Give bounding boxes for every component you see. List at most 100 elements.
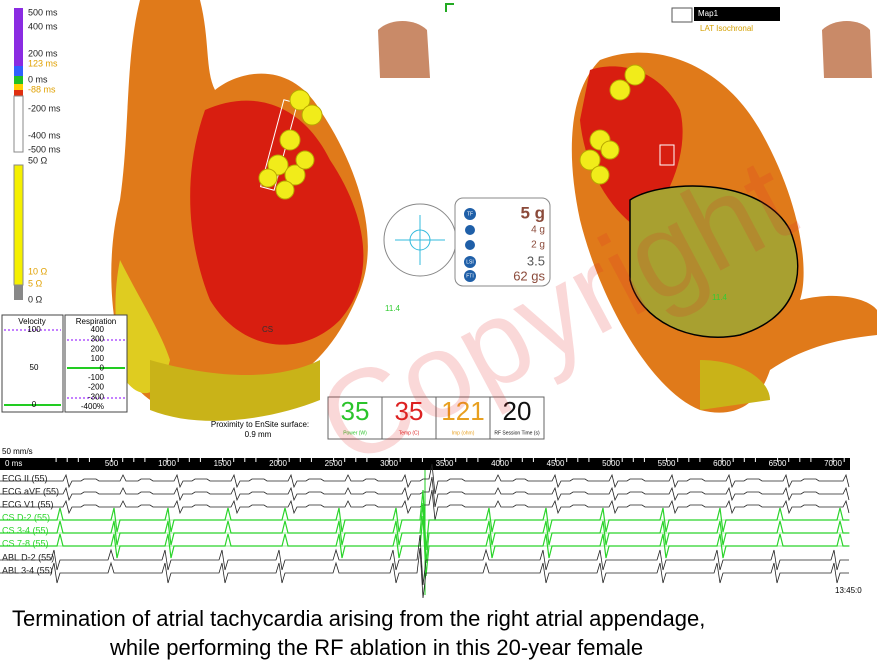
channel-label: ECG V1 (55)	[2, 499, 54, 509]
contact-value: 62 gs	[513, 268, 545, 283]
time-tick-label: 3000	[380, 459, 398, 468]
contact-icon	[465, 225, 475, 235]
right-heart-base	[700, 360, 770, 410]
time-tick-label: 5500	[658, 459, 676, 468]
map-icon[interactable]	[671, 7, 693, 23]
channel-label: CS 3-4 (55)	[2, 525, 49, 535]
contact-icon	[465, 240, 475, 250]
rf-label: Imp (ohm)	[452, 430, 475, 436]
contact-value: 2 g	[531, 240, 545, 251]
lat-bar	[14, 84, 23, 90]
trace	[0, 476, 850, 508]
speed-label: 50 mm/s	[2, 447, 33, 456]
lat-label: 400 ms	[28, 21, 58, 31]
respiration-tick: -200	[88, 383, 105, 392]
respiration-tick: 400	[91, 325, 105, 334]
rf-label: Temp (C)	[399, 430, 420, 436]
rf-value: 20	[503, 396, 532, 426]
contact-value: 4 g	[531, 225, 545, 236]
velocity-tick: 50	[30, 363, 39, 372]
channel-label: ABL 3-4 (55)	[2, 565, 53, 575]
respiration-tick: 300	[91, 335, 105, 344]
channel-label: ECG aVF (55)	[2, 486, 59, 496]
rf-value: 35	[341, 396, 370, 426]
ablation-lesions-right	[579, 64, 646, 185]
proximity-label: Proximity to EnSite surface:	[211, 420, 309, 429]
time-tick-label: 6000	[713, 459, 731, 468]
map-name: Map1	[698, 9, 719, 18]
respiration-title: Respiration	[76, 317, 116, 326]
rf-value: 35	[395, 396, 424, 426]
proximity-value: 0.9 mm	[245, 430, 272, 439]
respiration-tick: -400%	[81, 402, 104, 411]
lat-label: 0 ms	[28, 74, 48, 84]
channel-label: ECG II (55)	[2, 473, 48, 483]
contact-icon	[464, 270, 476, 282]
caption-line: while performing the RF ablation in this…	[109, 635, 643, 660]
trace	[0, 547, 849, 599]
rf-value: 121	[441, 396, 484, 426]
time-tick-label: 5000	[602, 459, 620, 468]
rf-label: RF Session Time (s)	[494, 430, 540, 436]
lat-label: -200 ms	[28, 103, 61, 113]
right-heart-appendage	[629, 185, 799, 338]
time-tick-label: 0 ms	[5, 459, 22, 468]
contact-icon-label: FTI	[466, 273, 474, 279]
respiration-tick: 0	[100, 364, 105, 373]
lat-bar	[14, 90, 23, 96]
velocity-tick: 100	[27, 325, 41, 334]
lat-label: -500 ms	[28, 144, 61, 154]
lat-bar	[13, 95, 24, 153]
caption-area	[0, 595, 877, 667]
lat-label: 123 ms	[28, 58, 58, 68]
lat-label: -88 ms	[28, 84, 56, 94]
time-tick-label: 7000	[824, 459, 842, 468]
contact-icon-label: TF	[467, 211, 473, 217]
contact-icon-label: LSI	[466, 259, 474, 265]
channel-label: CS 7-8 (55)	[2, 538, 49, 548]
trace	[0, 463, 850, 495]
map-dropdown[interactable]	[694, 7, 780, 21]
rf-label: Power (W)	[343, 430, 367, 436]
time-tick-label: 1500	[214, 459, 232, 468]
velocity-title: Velocity	[18, 317, 46, 326]
torso-icon	[822, 21, 872, 78]
lat-bar	[14, 76, 23, 84]
clock: 13:45:0	[835, 586, 862, 595]
respiration-tick: 100	[91, 354, 105, 363]
map-label: CS	[262, 325, 273, 334]
respiration-tick: -300	[88, 392, 105, 401]
lat-label: 200 ms	[28, 48, 58, 58]
respiration-tick: -100	[88, 373, 105, 382]
map-label: 11.4	[385, 304, 401, 313]
lat-bar	[14, 66, 23, 76]
respiration-tick: 200	[91, 344, 105, 353]
contact-icon	[464, 208, 476, 220]
left-heart-base	[150, 360, 320, 421]
contact-icon	[464, 256, 476, 268]
time-tick-label: 500	[105, 459, 119, 468]
time-tick-label: 2000	[269, 459, 287, 468]
imp-bar	[14, 285, 23, 300]
map-subtitle: LAT Isochronal	[700, 24, 753, 33]
time-tick-label: 4500	[547, 459, 565, 468]
imp-bar	[13, 164, 24, 286]
time-tick-label: 1000	[158, 459, 176, 468]
trace	[0, 534, 849, 586]
caption-line: Termination of atrial tachycardia arisin…	[12, 606, 705, 631]
map-label: 11.4	[712, 293, 728, 302]
channel-label: ABL D-2 (55)	[2, 552, 54, 562]
channel-label: CS D-2 (55)	[2, 512, 50, 522]
time-tick-label: 4000	[491, 459, 509, 468]
contact-value: 5 g	[520, 203, 545, 222]
velocity-panel	[1, 314, 64, 413]
time-tick-label: 2500	[325, 459, 343, 468]
lat-label: 500 ms	[28, 7, 58, 17]
imp-label: 5 Ω	[28, 278, 43, 288]
catheter-tip	[659, 144, 675, 166]
ablation-lesions	[258, 89, 323, 200]
contact-panel	[454, 197, 551, 287]
left-heart-red	[190, 100, 364, 345]
